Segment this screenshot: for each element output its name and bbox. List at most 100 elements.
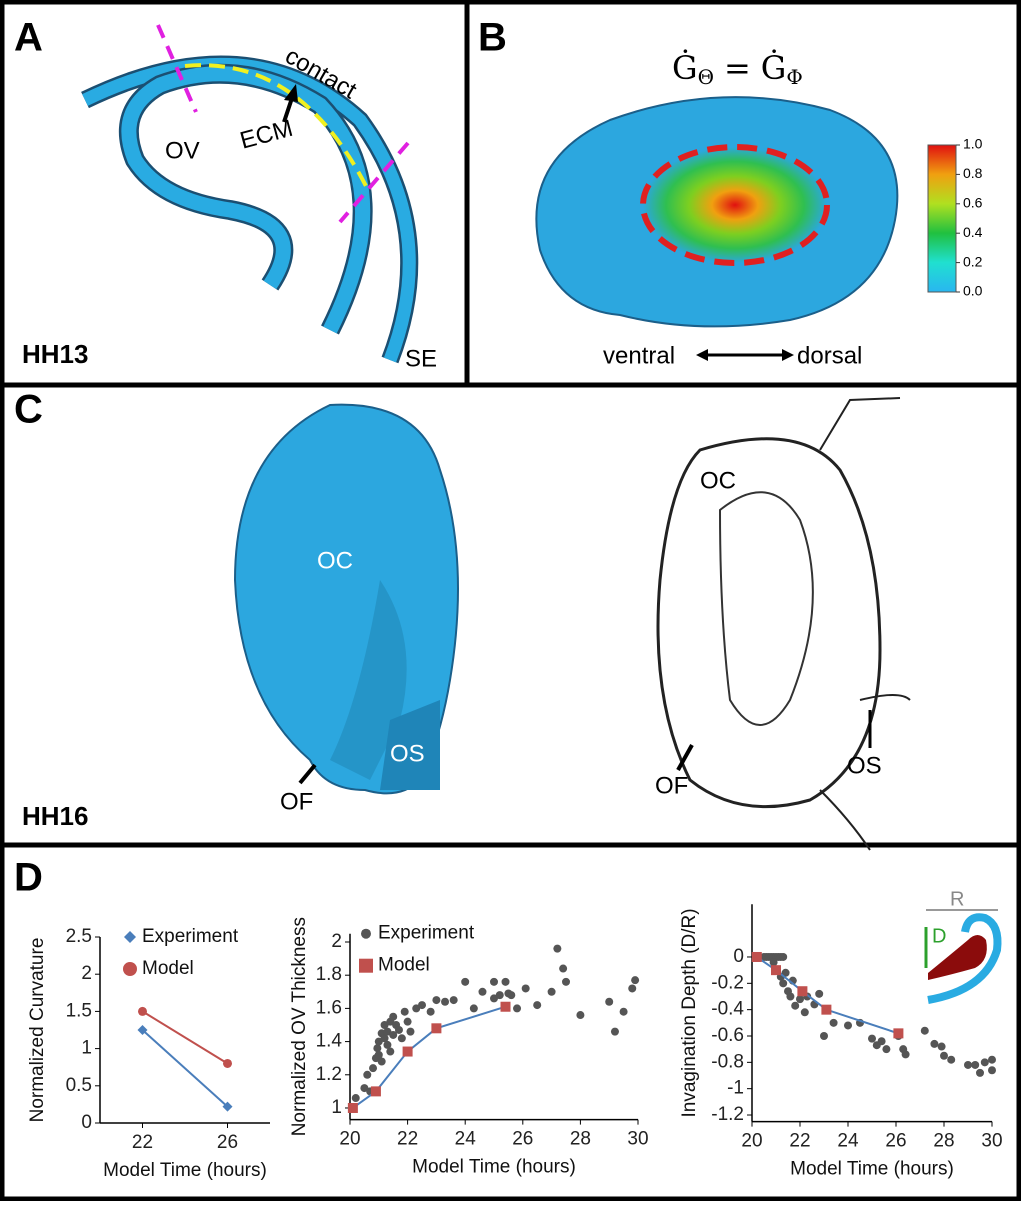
- point: [548, 988, 556, 996]
- point: [770, 958, 778, 966]
- legend-entry: Experiment: [361, 923, 475, 944]
- panel-label: D: [14, 856, 43, 900]
- eq-part: Φ: [786, 65, 802, 89]
- annotation: R: [950, 888, 964, 910]
- colorbar-tick-label: 0.4: [963, 224, 983, 240]
- label: ECM: [237, 115, 296, 155]
- legend-marker: [123, 962, 137, 976]
- y-tick-label: -0.6: [711, 1025, 744, 1046]
- point: [431, 1023, 441, 1033]
- point: [490, 978, 498, 986]
- point: [844, 1021, 852, 1029]
- point: [981, 1058, 989, 1066]
- point: [441, 998, 449, 1006]
- y-axis-label: Normalized OV Thickness: [289, 917, 310, 1136]
- label: OV: [165, 137, 200, 164]
- label: SE: [405, 345, 437, 372]
- point: [988, 1056, 996, 1064]
- point: [752, 952, 762, 962]
- point: [576, 1011, 584, 1019]
- point: [461, 978, 469, 986]
- of-arrow: [300, 765, 315, 783]
- point: [432, 996, 440, 1004]
- point: [821, 1005, 831, 1015]
- colorbar-tick-label: 1.0: [963, 136, 983, 152]
- point: [786, 992, 794, 1000]
- legend-entry: Experiment: [124, 926, 239, 947]
- point: [631, 976, 639, 984]
- point: [605, 998, 613, 1006]
- label: OS: [847, 752, 882, 779]
- y-tick-label: -0.2: [711, 972, 744, 993]
- x-axis-label: Model Time (hours): [412, 1157, 576, 1178]
- point: [628, 984, 636, 992]
- x-tick-label: 30: [981, 1131, 1002, 1152]
- label: OF: [655, 772, 688, 799]
- chart: 0-0.2-0.4-0.6-0.8-1-1.2202224262830Model…: [679, 904, 1003, 1179]
- panel-b: 0.00.20.40.60.81.0 B ĠΘ=ĠΦ ventral dorsa…: [478, 16, 983, 370]
- eq-part: Ġ: [672, 49, 698, 87]
- legend-label: Model: [142, 958, 194, 979]
- point: [878, 1037, 886, 1045]
- point: [791, 1002, 799, 1010]
- y-tick-label: 0.5: [66, 1075, 92, 1096]
- colorbar-tick-label: 0.6: [963, 195, 983, 211]
- eq-part: Θ: [698, 65, 714, 89]
- y-tick-label: 1: [81, 1038, 92, 1059]
- figure: A contact ECM OV SE HH13 0.00.20.40.60.8…: [0, 0, 1021, 1201]
- point: [478, 988, 486, 996]
- point: [352, 1094, 360, 1102]
- eq-part: =: [724, 49, 751, 87]
- y-tick-label: -1: [727, 1078, 744, 1099]
- annotation: D: [932, 925, 946, 947]
- y-tick-label: -0.8: [711, 1051, 744, 1072]
- y-tick-label: 1: [331, 1097, 342, 1118]
- label: ventral: [603, 342, 675, 369]
- legend-label: Experiment: [378, 923, 475, 944]
- y-tick-label: 2: [81, 963, 92, 984]
- point: [533, 1001, 541, 1009]
- point: [893, 1028, 903, 1038]
- point: [947, 1056, 955, 1064]
- point: [779, 953, 787, 961]
- label: dorsal: [797, 342, 862, 369]
- legend-entry: Model: [359, 955, 430, 976]
- point: [378, 1058, 386, 1066]
- point: [348, 1103, 358, 1113]
- series-line: [143, 1030, 228, 1107]
- point: [611, 1028, 619, 1036]
- point: [882, 1045, 890, 1053]
- point: [938, 1043, 946, 1051]
- colorbar-tick-label: 0.2: [963, 253, 983, 269]
- point: [502, 978, 510, 986]
- x-tick-label: 22: [789, 1131, 810, 1152]
- point: [496, 991, 504, 999]
- y-tick-label: 0: [81, 1112, 92, 1133]
- x-tick-label: 28: [933, 1131, 954, 1152]
- point: [401, 1008, 409, 1016]
- point: [373, 1044, 381, 1052]
- legend-label: Experiment: [142, 926, 239, 947]
- label: OF: [280, 788, 313, 815]
- y-tick-label: 1.2: [316, 1064, 342, 1085]
- point: [620, 1008, 628, 1016]
- y-tick-label: 1.4: [316, 1031, 343, 1052]
- point: [369, 1064, 377, 1072]
- label: OS: [390, 740, 425, 767]
- x-tick-label: 20: [339, 1129, 360, 1150]
- point: [389, 1013, 397, 1021]
- point: [427, 1008, 435, 1016]
- point: [988, 1066, 996, 1074]
- equation: ĠΘ=ĠΦ: [672, 49, 803, 89]
- point: [470, 1004, 478, 1012]
- point: [868, 1035, 876, 1043]
- point: [450, 996, 458, 1004]
- y-axis-label: Normalized Curvature: [27, 938, 48, 1123]
- point: [371, 1086, 381, 1096]
- legend-label: Model: [378, 955, 430, 976]
- y-tick-label: 1.5: [66, 1000, 92, 1021]
- point: [797, 986, 807, 996]
- legend-marker: [124, 931, 136, 943]
